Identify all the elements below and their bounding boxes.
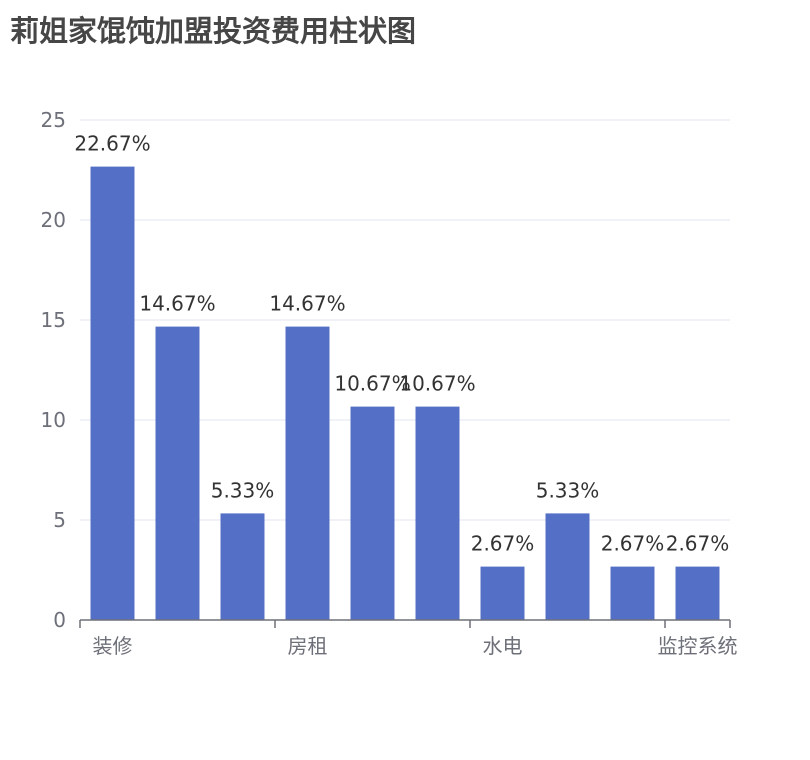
data-label: 2.67%: [471, 532, 535, 556]
bar: [285, 326, 330, 620]
chart-title: 莉姐家馄饨加盟投资费用柱状图: [10, 14, 417, 48]
data-label: 10.67%: [399, 372, 475, 396]
bar: [155, 326, 200, 620]
bar: [415, 406, 460, 620]
y-tick-label: 10: [41, 408, 66, 432]
bar: [350, 406, 395, 620]
x-tick-label: 监控系统: [658, 634, 738, 658]
bar: [90, 166, 135, 620]
y-tick-label: 0: [53, 608, 66, 632]
data-label: 14.67%: [269, 292, 345, 316]
bar: [610, 566, 655, 620]
y-tick-label: 20: [41, 208, 66, 232]
data-label: 5.33%: [536, 478, 600, 502]
data-label: 22.67%: [74, 132, 150, 156]
x-tick-label: 房租: [288, 634, 328, 658]
x-tick-label: 装修: [93, 634, 133, 658]
x-tick-label: 水电: [483, 634, 523, 658]
data-label: 14.67%: [139, 292, 215, 316]
data-label: 2.67%: [666, 532, 730, 556]
y-tick-label: 15: [41, 308, 66, 332]
bar: [220, 513, 265, 620]
y-tick-label: 5: [53, 508, 66, 532]
bar: [545, 513, 590, 620]
data-label: 10.67%: [334, 372, 410, 396]
bar: [480, 566, 525, 620]
y-tick-label: 25: [41, 108, 66, 132]
bar: [675, 566, 720, 620]
data-label: 2.67%: [601, 532, 665, 556]
data-label: 5.33%: [211, 478, 275, 502]
